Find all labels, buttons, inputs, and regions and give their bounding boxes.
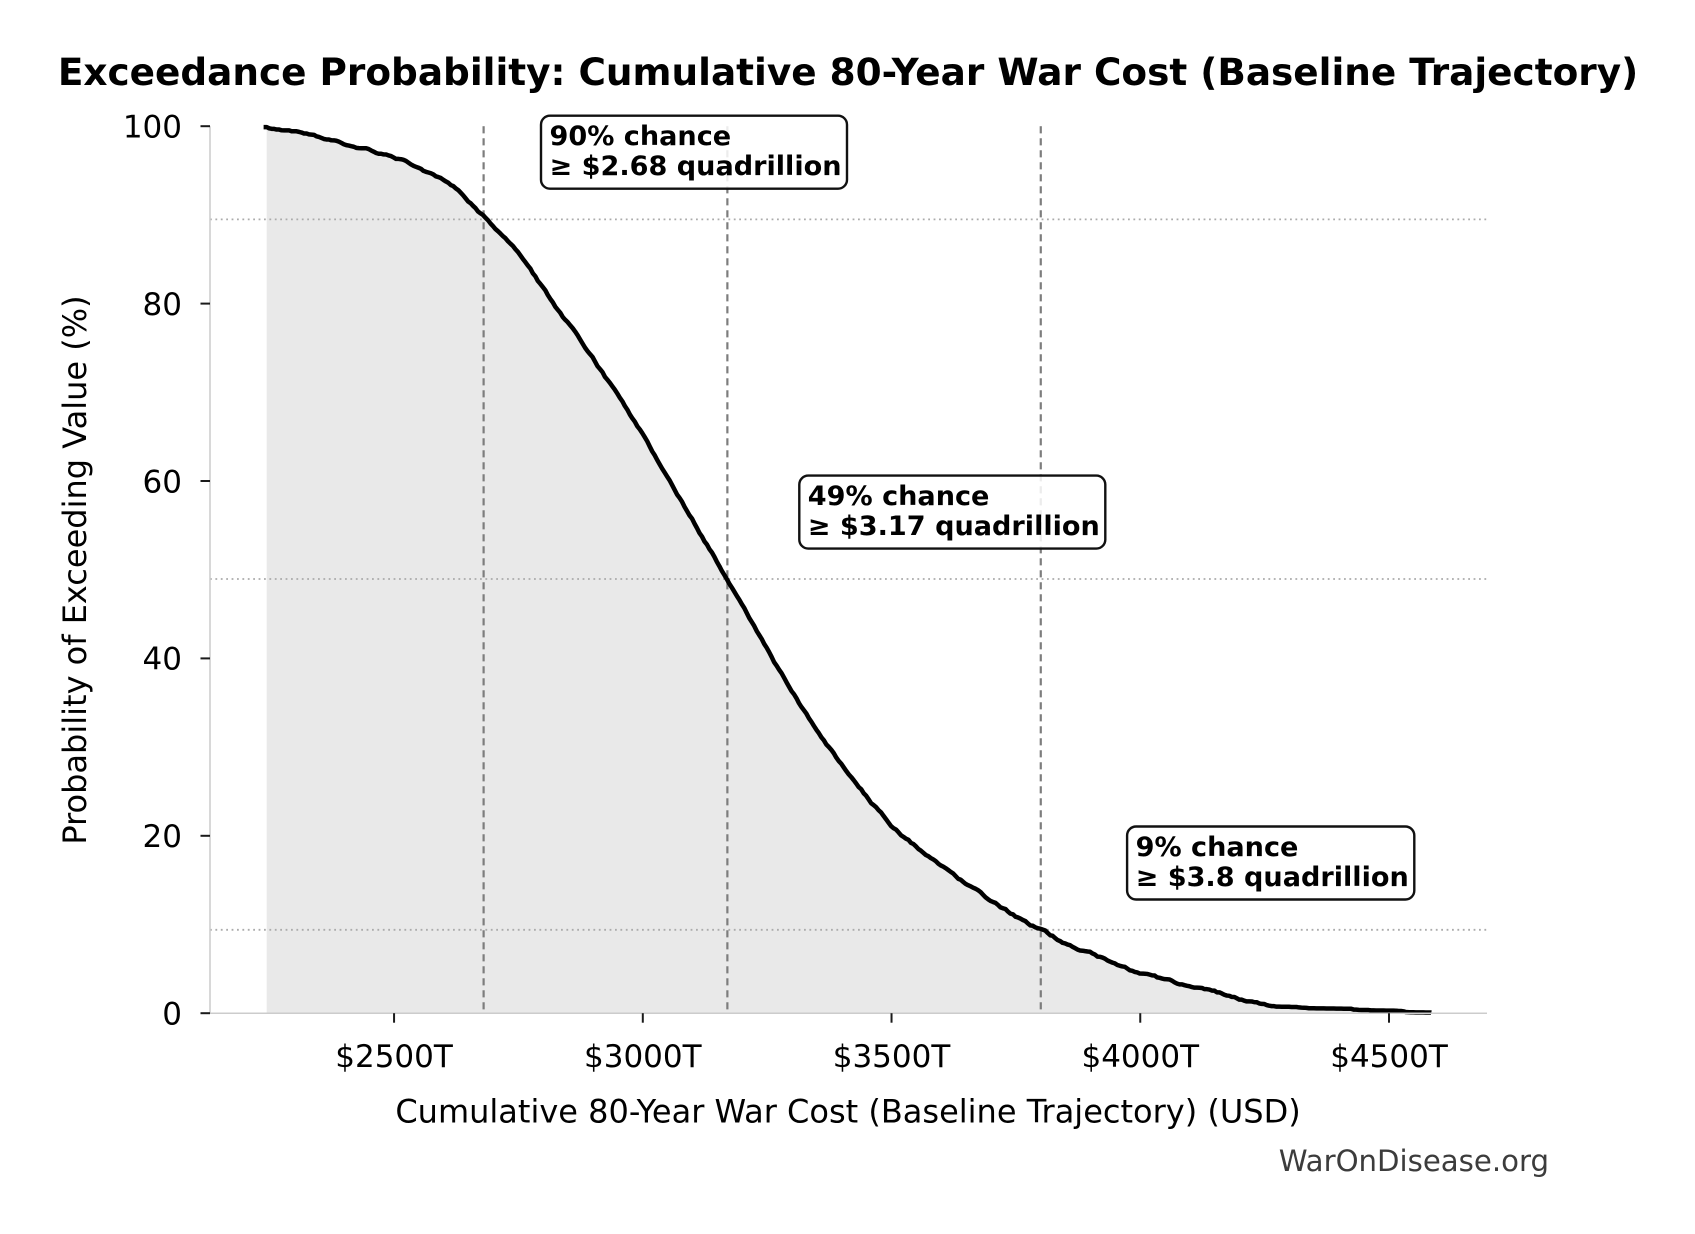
x-tick-label-2500: $2500T: [335, 1039, 454, 1075]
y-tick-label-0: 0: [162, 997, 182, 1033]
y-tick-label-20: 20: [143, 819, 182, 855]
area-fill-layer: [266, 127, 1432, 1014]
annotation-9%: 9% chance≥ $3.8 quadrillion: [1125, 825, 1416, 901]
annotation-box: [539, 114, 849, 190]
y-tick-label-40: 40: [143, 642, 182, 678]
exceedance-curve: [263, 124, 1434, 1015]
watermark-text: WarOnDisease.org: [1279, 1144, 1549, 1178]
annotation-threshold-text: ≥ $3.17 quadrillion: [808, 511, 1100, 542]
x-tick-label-3500: $3500T: [833, 1039, 952, 1075]
annotation-threshold-text: ≥ $3.8 quadrillion: [1136, 862, 1409, 893]
guide-lines-layer: [210, 126, 1487, 1014]
x-tick-label-4000: $4000T: [1081, 1039, 1200, 1075]
annotation-box: [1125, 825, 1416, 901]
annotation-chance-text: 90% chance: [550, 121, 732, 152]
x-tick-label-3000: $3000T: [584, 1039, 703, 1075]
annotation-box: [798, 474, 1107, 550]
y-tick-label-60: 60: [143, 464, 182, 500]
y-axis-label: Probability of Exceeding Value (%): [56, 295, 94, 844]
ccdf-area-fill: [266, 127, 1432, 1014]
annotation-chance-text: 9% chance: [1136, 832, 1299, 863]
y-tick-label-100: 100: [123, 110, 182, 146]
x-axis-label: Cumulative 80-Year War Cost (Baseline Tr…: [395, 1093, 1300, 1131]
annotation-chance-text: 49% chance: [808, 481, 990, 512]
curve-layer: [263, 124, 1434, 1015]
x-tick-label-4500: $4500T: [1330, 1039, 1449, 1075]
annotation-90%: 90% chance≥ $2.68 quadrillion: [539, 114, 849, 190]
annotation-threshold-text: ≥ $2.68 quadrillion: [550, 151, 842, 182]
annotation-49%: 49% chance≥ $3.17 quadrillion: [798, 474, 1107, 550]
y-tick-label-80: 80: [143, 287, 182, 323]
axes-layer: 0 20 40 60 80 100 $2500T $3000T $3500T $4000T $450…: [123, 110, 1487, 1075]
chart-title: Exceedance Probability: Cumulative 80-Ye…: [58, 50, 1638, 94]
